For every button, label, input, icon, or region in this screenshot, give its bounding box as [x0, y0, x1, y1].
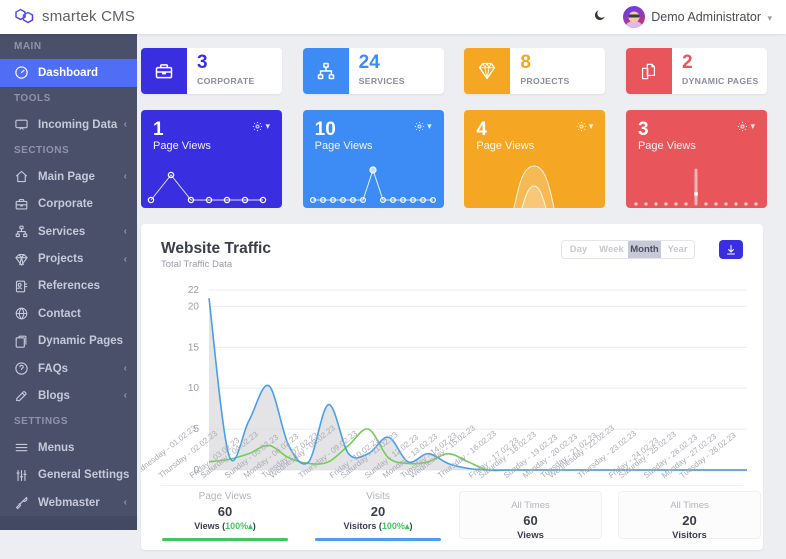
svg-text:22: 22 [188, 285, 200, 296]
svg-text:10: 10 [188, 383, 200, 394]
svg-text:20: 20 [188, 301, 200, 312]
svg-text:15: 15 [188, 342, 200, 353]
